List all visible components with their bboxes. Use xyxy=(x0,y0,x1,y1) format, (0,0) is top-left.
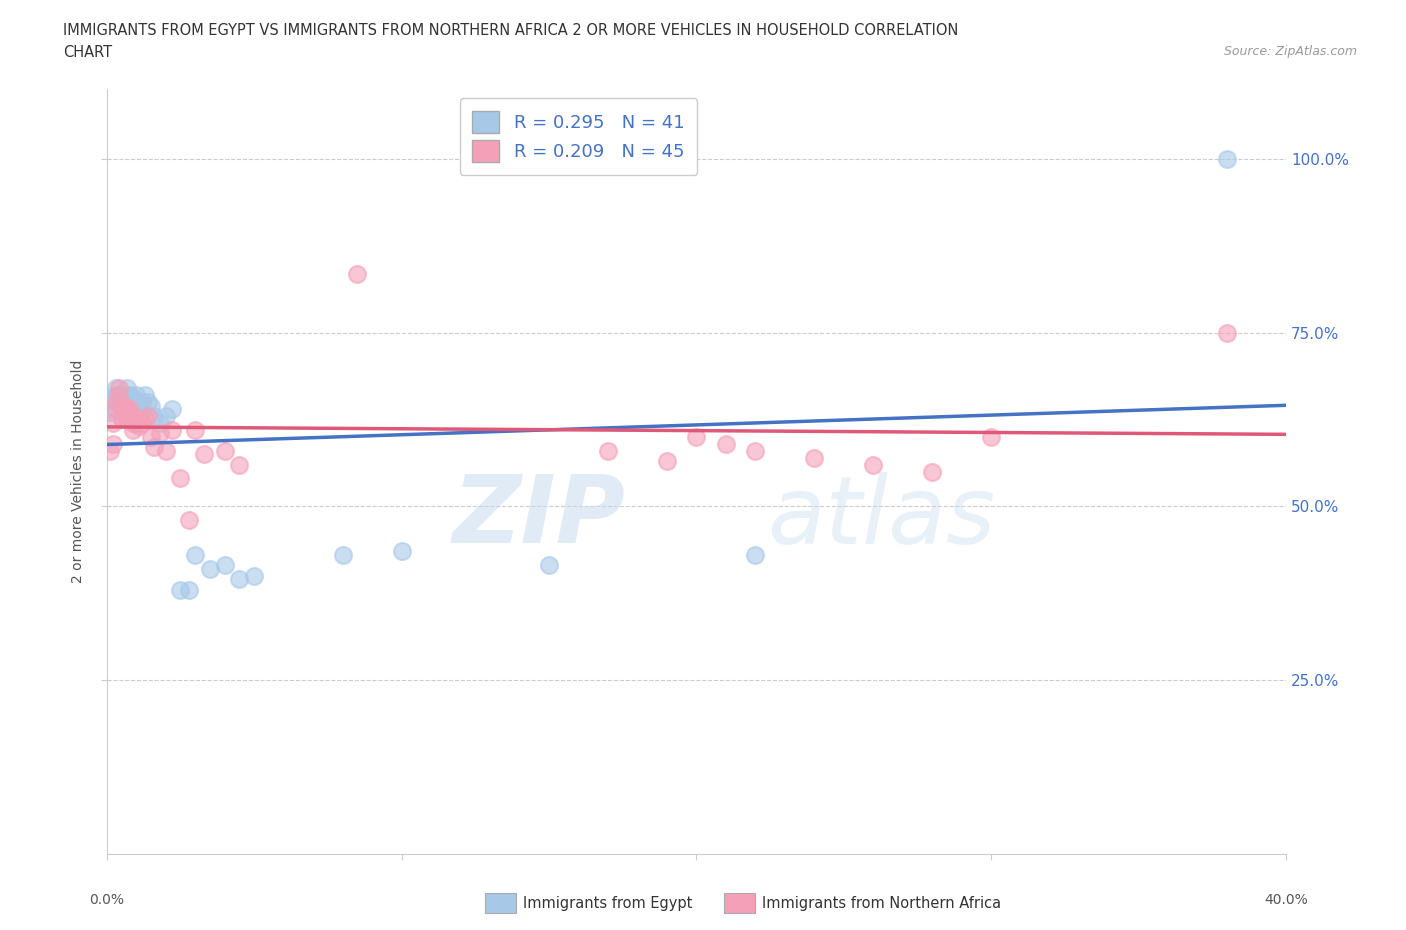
Text: ZIP: ZIP xyxy=(453,472,626,564)
Point xyxy=(980,430,1002,445)
Point xyxy=(131,394,153,409)
Point xyxy=(179,512,201,527)
Point xyxy=(391,544,413,559)
Point xyxy=(179,582,201,597)
Point xyxy=(744,548,766,563)
Point xyxy=(169,582,191,597)
Point xyxy=(117,412,139,427)
Point xyxy=(114,394,136,409)
Text: CHART: CHART xyxy=(63,45,112,60)
Point xyxy=(122,394,145,409)
Point xyxy=(136,394,159,409)
Point xyxy=(155,408,177,423)
Point xyxy=(243,568,266,583)
Point xyxy=(114,405,136,420)
Point xyxy=(228,572,250,587)
Point xyxy=(122,392,145,406)
Point xyxy=(862,458,884,472)
Point xyxy=(134,412,156,427)
Point xyxy=(98,405,121,420)
Point xyxy=(160,402,183,417)
Text: Immigrants from Egypt: Immigrants from Egypt xyxy=(523,896,693,910)
Point xyxy=(128,418,150,433)
Point xyxy=(98,444,121,458)
Point xyxy=(114,388,136,403)
Point xyxy=(155,444,177,458)
Y-axis label: 2 or more Vehicles in Household: 2 or more Vehicles in Household xyxy=(72,360,86,583)
Point xyxy=(122,416,145,431)
Point xyxy=(125,416,148,431)
Point xyxy=(117,380,139,395)
Text: Immigrants from Northern Africa: Immigrants from Northern Africa xyxy=(762,896,1001,910)
Point xyxy=(122,422,145,437)
Point xyxy=(110,402,132,417)
Point xyxy=(149,416,172,431)
Point xyxy=(537,558,560,573)
Point xyxy=(107,394,129,409)
Point xyxy=(107,380,129,395)
Point xyxy=(149,426,172,441)
Text: atlas: atlas xyxy=(768,472,995,563)
Point xyxy=(139,398,162,413)
Point xyxy=(142,408,165,423)
Point xyxy=(184,422,207,437)
Point xyxy=(714,436,737,451)
Point xyxy=(104,402,127,417)
Point xyxy=(685,430,707,445)
Point xyxy=(655,454,678,469)
Point xyxy=(104,380,127,395)
Point xyxy=(101,416,124,431)
Point xyxy=(136,408,159,423)
Point xyxy=(193,446,215,461)
Point xyxy=(596,444,619,458)
Point xyxy=(160,422,183,437)
Point xyxy=(134,388,156,403)
Point xyxy=(101,392,124,406)
Point xyxy=(120,408,142,423)
Text: 0.0%: 0.0% xyxy=(89,893,124,907)
Point xyxy=(120,388,142,403)
Point xyxy=(110,402,132,417)
Point xyxy=(104,394,127,409)
Point xyxy=(110,412,132,427)
Point xyxy=(101,402,124,417)
Point xyxy=(744,444,766,458)
Point xyxy=(117,388,139,403)
Point xyxy=(131,416,153,431)
Point xyxy=(921,464,943,479)
Point xyxy=(117,402,139,417)
Point xyxy=(214,444,236,458)
Legend: R = 0.295   N = 41, R = 0.209   N = 45: R = 0.295 N = 41, R = 0.209 N = 45 xyxy=(460,99,697,175)
Point xyxy=(101,436,124,451)
Point xyxy=(228,458,250,472)
Point xyxy=(184,548,207,563)
Point xyxy=(107,388,129,403)
Point xyxy=(110,412,132,427)
Text: Source: ZipAtlas.com: Source: ZipAtlas.com xyxy=(1223,45,1357,58)
Point xyxy=(1216,326,1239,340)
Point xyxy=(125,388,148,403)
Point xyxy=(803,450,825,465)
Point xyxy=(142,440,165,455)
Point xyxy=(120,402,142,417)
Point xyxy=(110,394,132,409)
Point xyxy=(128,394,150,409)
Point xyxy=(114,398,136,413)
Point xyxy=(198,562,221,577)
Point xyxy=(346,266,368,281)
Point xyxy=(107,388,129,403)
Point xyxy=(139,430,162,445)
Text: IMMIGRANTS FROM EGYPT VS IMMIGRANTS FROM NORTHERN AFRICA 2 OR MORE VEHICLES IN H: IMMIGRANTS FROM EGYPT VS IMMIGRANTS FROM… xyxy=(63,23,959,38)
Point xyxy=(332,548,354,563)
Text: 40.0%: 40.0% xyxy=(1264,893,1308,907)
Point xyxy=(1216,152,1239,166)
Point xyxy=(120,394,142,409)
Point xyxy=(169,471,191,485)
Point xyxy=(214,558,236,573)
Point xyxy=(125,394,148,409)
Point xyxy=(128,412,150,427)
Point xyxy=(104,388,127,403)
